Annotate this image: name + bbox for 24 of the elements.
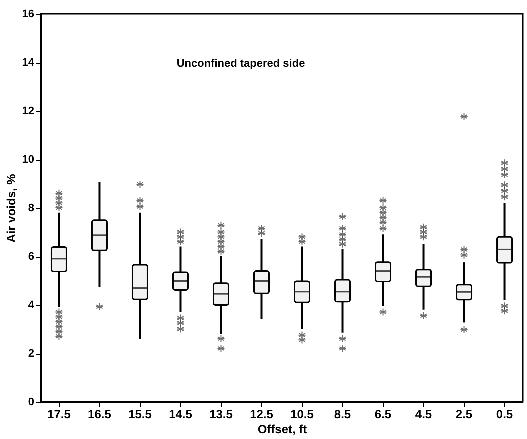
x-tick-label: 0.5 [496, 408, 514, 422]
x-tick-label: 2.5 [456, 408, 473, 422]
y-tick-label: 16 [22, 8, 34, 20]
x-tick-label: 4.5 [415, 408, 432, 422]
x-tick-label: 13.5 [210, 408, 234, 422]
x-tick-label: 16.5 [88, 408, 112, 422]
x-axis-title: Offset, ft [258, 422, 308, 436]
y-tick-label: 0 [28, 396, 34, 408]
x-tick-label: 15.5 [128, 408, 152, 422]
x-tick-label: 6.5 [374, 408, 392, 422]
y-tick-label: 10 [22, 154, 34, 166]
x-tick-label: 10.5 [290, 408, 314, 422]
y-tick-label: 12 [22, 106, 34, 118]
y-axis-title: Air voids, % [4, 174, 18, 243]
annotation: Unconfined tapered side [176, 58, 306, 70]
x-tick-label: 17.5 [48, 408, 72, 422]
y-tick-label: 14 [22, 57, 36, 69]
y-tick-label: 2 [28, 348, 34, 360]
x-tick-label: 8.5 [334, 408, 352, 422]
x-tick-label: 12.5 [250, 408, 274, 422]
x-tick-label: 14.5 [169, 408, 193, 422]
y-tick-label: 8 [28, 202, 34, 214]
y-tick-label: 4 [28, 300, 36, 312]
y-tick-label: 6 [28, 251, 34, 263]
